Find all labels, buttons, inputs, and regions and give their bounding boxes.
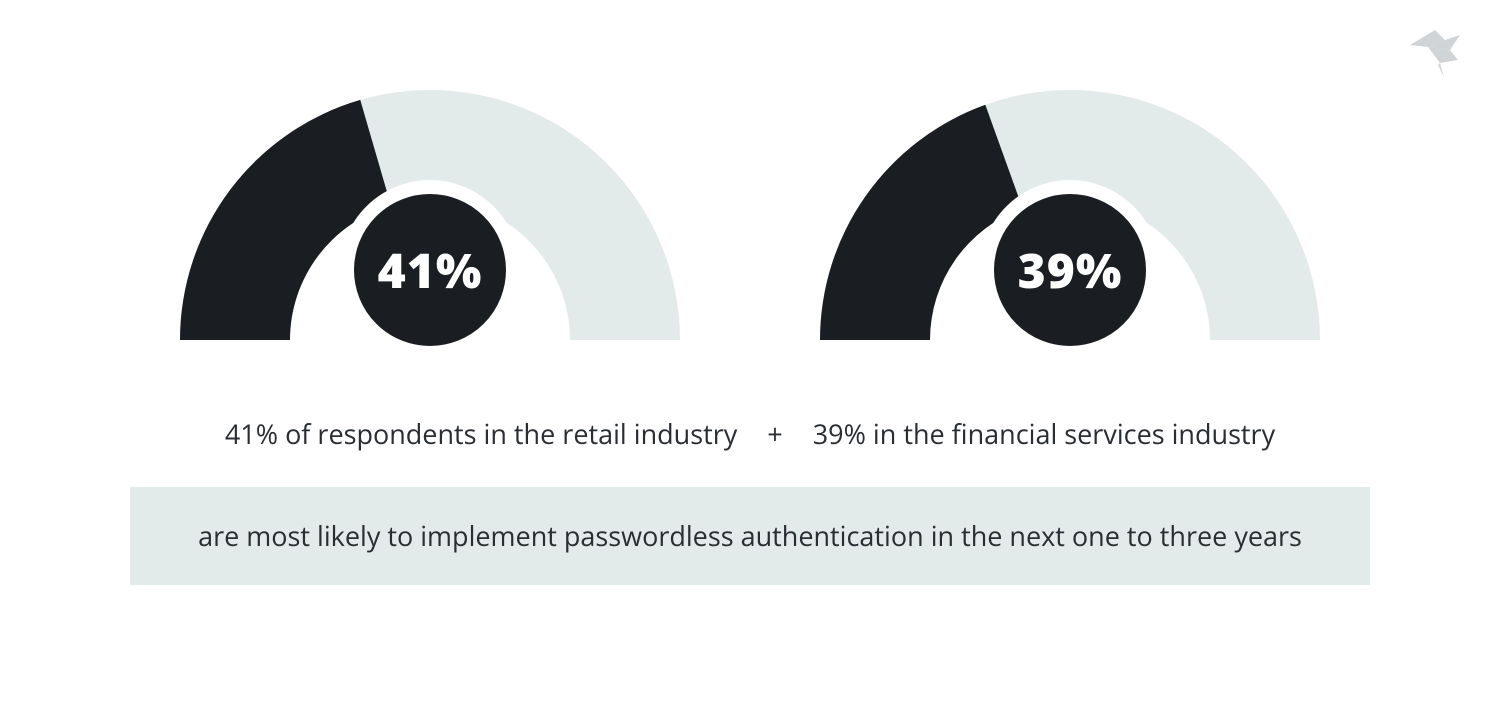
- summary-text: are most likely to implement passwordles…: [198, 517, 1302, 554]
- gauges-row: 41% 39%: [80, 50, 1420, 360]
- gauge-retail-percent: 41%: [378, 238, 483, 303]
- gauge-financial-center: 39%: [980, 180, 1160, 360]
- gauge-financial: 39%: [820, 50, 1320, 360]
- gauge-retail-center: 41%: [340, 180, 520, 360]
- summary-box: are most likely to implement passwordles…: [130, 487, 1370, 585]
- caption-retail: 41% of respondents in the retail industr…: [225, 415, 737, 452]
- captions-row: 41% of respondents in the retail industr…: [80, 415, 1420, 452]
- joiner-plus: +: [767, 415, 782, 452]
- gauge-financial-percent: 39%: [1018, 238, 1123, 303]
- caption-financial: 39% in the financial services industry: [813, 415, 1275, 452]
- gauge-retail: 41%: [180, 50, 680, 360]
- brand-logo: [1400, 25, 1470, 80]
